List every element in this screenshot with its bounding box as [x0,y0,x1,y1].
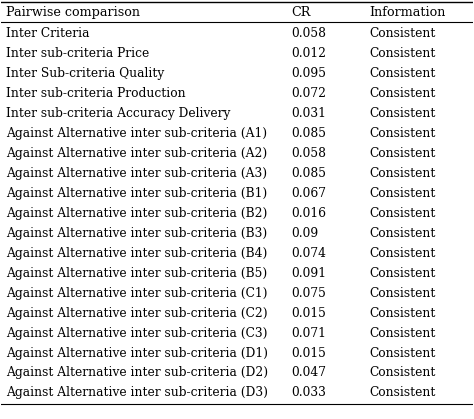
Text: Against Alternative inter sub-criteria (C2): Against Alternative inter sub-criteria (… [6,307,268,320]
Text: Consistent: Consistent [369,27,435,40]
Text: 0.075: 0.075 [291,287,326,300]
Text: Consistent: Consistent [369,47,435,60]
Text: 0.031: 0.031 [291,107,326,120]
Text: 0.058: 0.058 [291,147,326,160]
Text: Consistent: Consistent [369,67,435,80]
Text: Consistent: Consistent [369,107,435,120]
Text: 0.047: 0.047 [291,367,326,380]
Text: 0.085: 0.085 [291,127,326,140]
Text: Consistent: Consistent [369,287,435,300]
Text: Consistent: Consistent [369,367,435,380]
Text: CR: CR [291,6,310,19]
Text: 0.095: 0.095 [291,67,326,80]
Text: 0.074: 0.074 [291,247,326,260]
Text: Consistent: Consistent [369,266,435,279]
Text: Against Alternative inter sub-criteria (A2): Against Alternative inter sub-criteria (… [6,147,267,160]
Text: 0.085: 0.085 [291,167,326,180]
Text: 0.09: 0.09 [291,227,319,240]
Text: Consistent: Consistent [369,187,435,200]
Text: Consistent: Consistent [369,307,435,320]
Text: 0.015: 0.015 [291,347,326,360]
Text: Consistent: Consistent [369,227,435,240]
Text: Consistent: Consistent [369,347,435,360]
Text: 0.058: 0.058 [291,27,326,40]
Text: Consistent: Consistent [369,386,435,399]
Text: Consistent: Consistent [369,87,435,100]
Text: 0.072: 0.072 [291,87,326,100]
Text: 0.015: 0.015 [291,307,326,320]
Text: Against Alternative inter sub-criteria (A1): Against Alternative inter sub-criteria (… [6,127,267,140]
Text: Against Alternative inter sub-criteria (B5): Against Alternative inter sub-criteria (… [6,266,267,279]
Text: 0.091: 0.091 [291,266,326,279]
Text: Consistent: Consistent [369,147,435,160]
Text: 0.012: 0.012 [291,47,326,60]
Text: Inter sub-criteria Price: Inter sub-criteria Price [6,47,149,60]
Text: Against Alternative inter sub-criteria (B2): Against Alternative inter sub-criteria (… [6,207,267,220]
Text: Consistent: Consistent [369,247,435,260]
Text: Inter Criteria: Inter Criteria [6,27,90,40]
Text: 0.016: 0.016 [291,207,326,220]
Text: 0.033: 0.033 [291,386,326,399]
Text: 0.071: 0.071 [291,326,326,339]
Text: 0.067: 0.067 [291,187,326,200]
Text: Information: Information [369,6,445,19]
Text: Against Alternative inter sub-criteria (B1): Against Alternative inter sub-criteria (… [6,187,267,200]
Text: Consistent: Consistent [369,167,435,180]
Text: Against Alternative inter sub-criteria (B4): Against Alternative inter sub-criteria (… [6,247,267,260]
Text: Inter Sub-criteria Quality: Inter Sub-criteria Quality [6,67,164,80]
Text: Against Alternative inter sub-criteria (C3): Against Alternative inter sub-criteria (… [6,326,268,339]
Text: Pairwise comparison: Pairwise comparison [6,6,140,19]
Text: Against Alternative inter sub-criteria (B3): Against Alternative inter sub-criteria (… [6,227,267,240]
Text: Against Alternative inter sub-criteria (C1): Against Alternative inter sub-criteria (… [6,287,268,300]
Text: Consistent: Consistent [369,127,435,140]
Text: Consistent: Consistent [369,207,435,220]
Text: Inter sub-criteria Production: Inter sub-criteria Production [6,87,186,100]
Text: Inter sub-criteria Accuracy Delivery: Inter sub-criteria Accuracy Delivery [6,107,230,120]
Text: Against Alternative inter sub-criteria (D2): Against Alternative inter sub-criteria (… [6,367,268,380]
Text: Consistent: Consistent [369,326,435,339]
Text: Against Alternative inter sub-criteria (D1): Against Alternative inter sub-criteria (… [6,347,268,360]
Text: Against Alternative inter sub-criteria (D3): Against Alternative inter sub-criteria (… [6,386,268,399]
Text: Against Alternative inter sub-criteria (A3): Against Alternative inter sub-criteria (… [6,167,267,180]
